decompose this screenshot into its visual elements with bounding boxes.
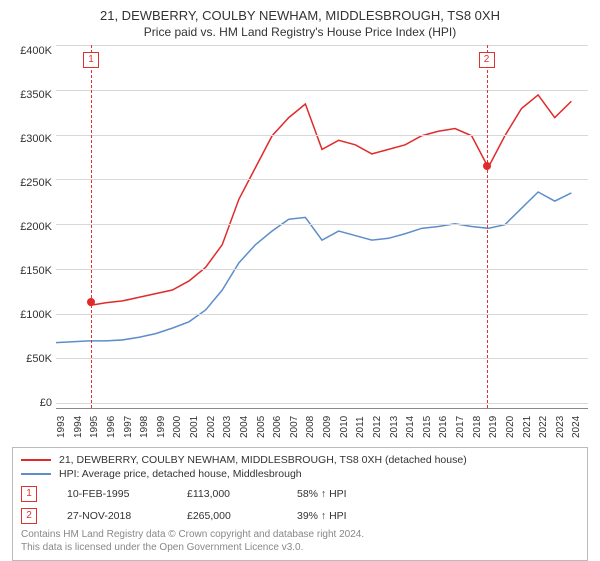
x-tick: 1998 (139, 413, 156, 441)
legend-row-2: HPI: Average price, detached house, Midd… (21, 468, 579, 480)
transaction-row: 2 27-NOV-2018 £265,000 39% ↑ HPI (21, 508, 579, 524)
tx-date: 10-FEB-1995 (67, 488, 157, 500)
y-tick: £300K (20, 133, 52, 145)
marker-badge-1: 1 (83, 52, 99, 68)
gridline (56, 179, 588, 180)
tx-price: £265,000 (187, 510, 267, 522)
chart-area: £400K £350K £300K £250K £200K £150K £100K £50K £… (12, 45, 588, 409)
chart-title-2: Price paid vs. HM Land Registry's House … (12, 25, 588, 39)
x-tick: 2018 (472, 413, 489, 441)
tx-delta: 58% ↑ HPI (297, 488, 347, 500)
y-tick: £400K (20, 45, 52, 57)
x-tick: 2008 (305, 413, 322, 441)
tx-badge: 1 (21, 486, 37, 502)
y-tick: £350K (20, 89, 52, 101)
x-tick: 2024 (571, 413, 588, 441)
x-tick: 1997 (123, 413, 140, 441)
transaction-row: 1 10-FEB-1995 £113,000 58% ↑ HPI (21, 486, 579, 502)
marker-dot-2 (483, 162, 491, 170)
legend-label-2: HPI: Average price, detached house, Midd… (59, 468, 302, 480)
legend-label-1: 21, DEWBERRY, COULBY NEWHAM, MIDDLESBROU… (59, 454, 467, 466)
legend-swatch-1 (21, 459, 51, 461)
series-hpi (56, 192, 571, 343)
x-tick: 2014 (405, 413, 422, 441)
gridline (56, 314, 588, 315)
x-tick: 2023 (555, 413, 572, 441)
x-tick: 2013 (389, 413, 406, 441)
tx-date: 27-NOV-2018 (67, 510, 157, 522)
legend-swatch-2 (21, 473, 51, 475)
y-tick: £0 (40, 397, 52, 409)
x-tick: 2005 (256, 413, 273, 441)
x-tick: 2002 (206, 413, 223, 441)
marker-vline-1 (91, 45, 92, 408)
x-tick: 1995 (89, 413, 106, 441)
y-axis: £400K £350K £300K £250K £200K £150K £100K £50K £… (12, 45, 56, 409)
x-tick: 2012 (372, 413, 389, 441)
marker-badge-2: 2 (479, 52, 495, 68)
series-property (89, 95, 571, 306)
x-tick: 2004 (239, 413, 256, 441)
y-tick: £150K (20, 265, 52, 277)
gridline (56, 135, 588, 136)
chart-title-1: 21, DEWBERRY, COULBY NEWHAM, MIDDLESBROU… (12, 8, 588, 23)
x-tick: 2009 (322, 413, 339, 441)
tx-price: £113,000 (187, 488, 267, 500)
info-panel: 21, DEWBERRY, COULBY NEWHAM, MIDDLESBROU… (12, 447, 588, 561)
gridline (56, 45, 588, 46)
x-tick: 1993 (56, 413, 73, 441)
x-tick: 2017 (455, 413, 472, 441)
chart-svg (56, 45, 588, 408)
x-tick: 1999 (156, 413, 173, 441)
x-tick: 2015 (422, 413, 439, 441)
gridline (56, 90, 588, 91)
x-tick: 2020 (505, 413, 522, 441)
x-tick: 2003 (222, 413, 239, 441)
x-tick: 2001 (189, 413, 206, 441)
x-tick: 2016 (438, 413, 455, 441)
y-tick: £250K (20, 177, 52, 189)
plot-area: 12 (56, 45, 588, 409)
x-tick: 2021 (522, 413, 539, 441)
x-tick: 2007 (289, 413, 306, 441)
footer-note: Contains HM Land Registry data © Crown c… (21, 528, 579, 554)
tx-delta: 39% ↑ HPI (297, 510, 347, 522)
x-tick: 2019 (488, 413, 505, 441)
gridline (56, 403, 588, 404)
marker-dot-1 (87, 298, 95, 306)
x-axis: 1993199419951996199719981999200020012002… (56, 413, 588, 441)
y-tick: £50K (26, 353, 52, 365)
gridline (56, 358, 588, 359)
y-tick: £100K (20, 309, 52, 321)
x-tick: 2006 (272, 413, 289, 441)
gridline (56, 269, 588, 270)
x-tick: 1994 (73, 413, 90, 441)
gridline (56, 224, 588, 225)
y-tick: £200K (20, 221, 52, 233)
x-tick: 2000 (172, 413, 189, 441)
legend-row-1: 21, DEWBERRY, COULBY NEWHAM, MIDDLESBROU… (21, 454, 579, 466)
x-tick: 2011 (355, 413, 372, 441)
tx-badge: 2 (21, 508, 37, 524)
x-tick: 1996 (106, 413, 123, 441)
marker-vline-2 (487, 45, 488, 408)
x-tick: 2022 (538, 413, 555, 441)
x-tick: 2010 (339, 413, 356, 441)
